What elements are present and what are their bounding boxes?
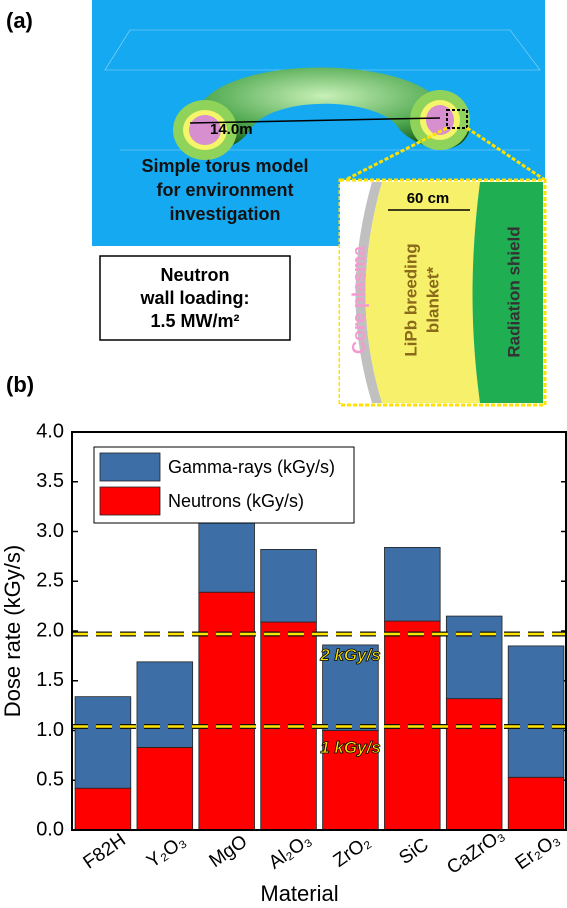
model-caption: for environment: [156, 180, 293, 200]
x-tick-label: MgO: [206, 831, 252, 872]
blanket-label: blanket*: [423, 267, 442, 334]
wall-loading: 1.5 MW/m²: [150, 311, 239, 331]
shield-label: Radiation shield: [504, 226, 523, 357]
bar: [508, 646, 564, 777]
diameter-label: 14.0m: [210, 121, 253, 138]
x-tick-label: ZrO₂: [330, 832, 375, 872]
y-tick-label: 0.0: [36, 818, 64, 840]
model-caption: investigation: [169, 204, 280, 224]
y-tick-label: 1.0: [36, 719, 64, 741]
x-tick-label: CaZrO₃: [443, 824, 508, 878]
reference-label: 2 kGy/s: [319, 645, 381, 664]
bar: [75, 697, 131, 789]
reference-label: 1 kGy/s: [320, 738, 381, 757]
x-tick-label: SiC: [395, 834, 432, 869]
y-tick-label: 3.5: [36, 470, 64, 492]
x-tick-label: Al₂O₃: [265, 830, 315, 874]
figure: (a) 14.0m Simple torus model for environ…: [0, 0, 567, 908]
legend-swatch: [100, 453, 160, 481]
y-tick-label: 3.0: [36, 520, 64, 542]
bar: [75, 788, 131, 830]
bar: [137, 747, 193, 830]
bar: [199, 518, 255, 593]
y-tick-label: 0.5: [36, 769, 64, 791]
bar: [384, 547, 440, 621]
wall-loading: Neutron: [161, 265, 230, 285]
bar: [199, 592, 255, 830]
y-tick-label: 4.0: [36, 420, 64, 442]
legend-label: Neutrons (kGy/s): [168, 491, 304, 511]
y-tick-label: 2.5: [36, 570, 64, 592]
bar: [137, 662, 193, 748]
legend-label: Gamma-rays (kGy/s): [168, 457, 335, 477]
bar: [261, 549, 317, 622]
y-tick-label: 1.5: [36, 669, 64, 691]
y-tick-label: 2.0: [36, 619, 64, 641]
panel-label: (b): [6, 372, 34, 397]
x-tick-label: Y₂O₃: [143, 831, 190, 873]
panel-label: (a): [6, 8, 33, 33]
x-tick-label: Er₂O₃: [512, 829, 564, 874]
thickness-label: 60 cm: [407, 190, 450, 207]
wall-loading: wall loading:: [139, 288, 249, 308]
blanket-label: LiPb breeding: [401, 243, 420, 356]
model-caption: Simple torus model: [141, 156, 308, 176]
bar: [508, 777, 564, 830]
core-label: Core plasma: [349, 245, 369, 354]
chart: 0.0 0.5 1.0 1.5 2.0 2.5 3.0 3.5 4.0 F82H Y₂O₃ MgO Al…: [0, 420, 567, 906]
y-axis-label: Dose rate (kGy/s): [0, 545, 25, 717]
x-axis-label: Material: [260, 881, 338, 906]
page: (a) 14.0m Simple torus model for environ…: [0, 0, 567, 908]
x-tick-label: F82H: [80, 830, 130, 874]
bar: [446, 616, 502, 699]
legend-swatch: [100, 487, 160, 515]
bar: [446, 699, 502, 830]
